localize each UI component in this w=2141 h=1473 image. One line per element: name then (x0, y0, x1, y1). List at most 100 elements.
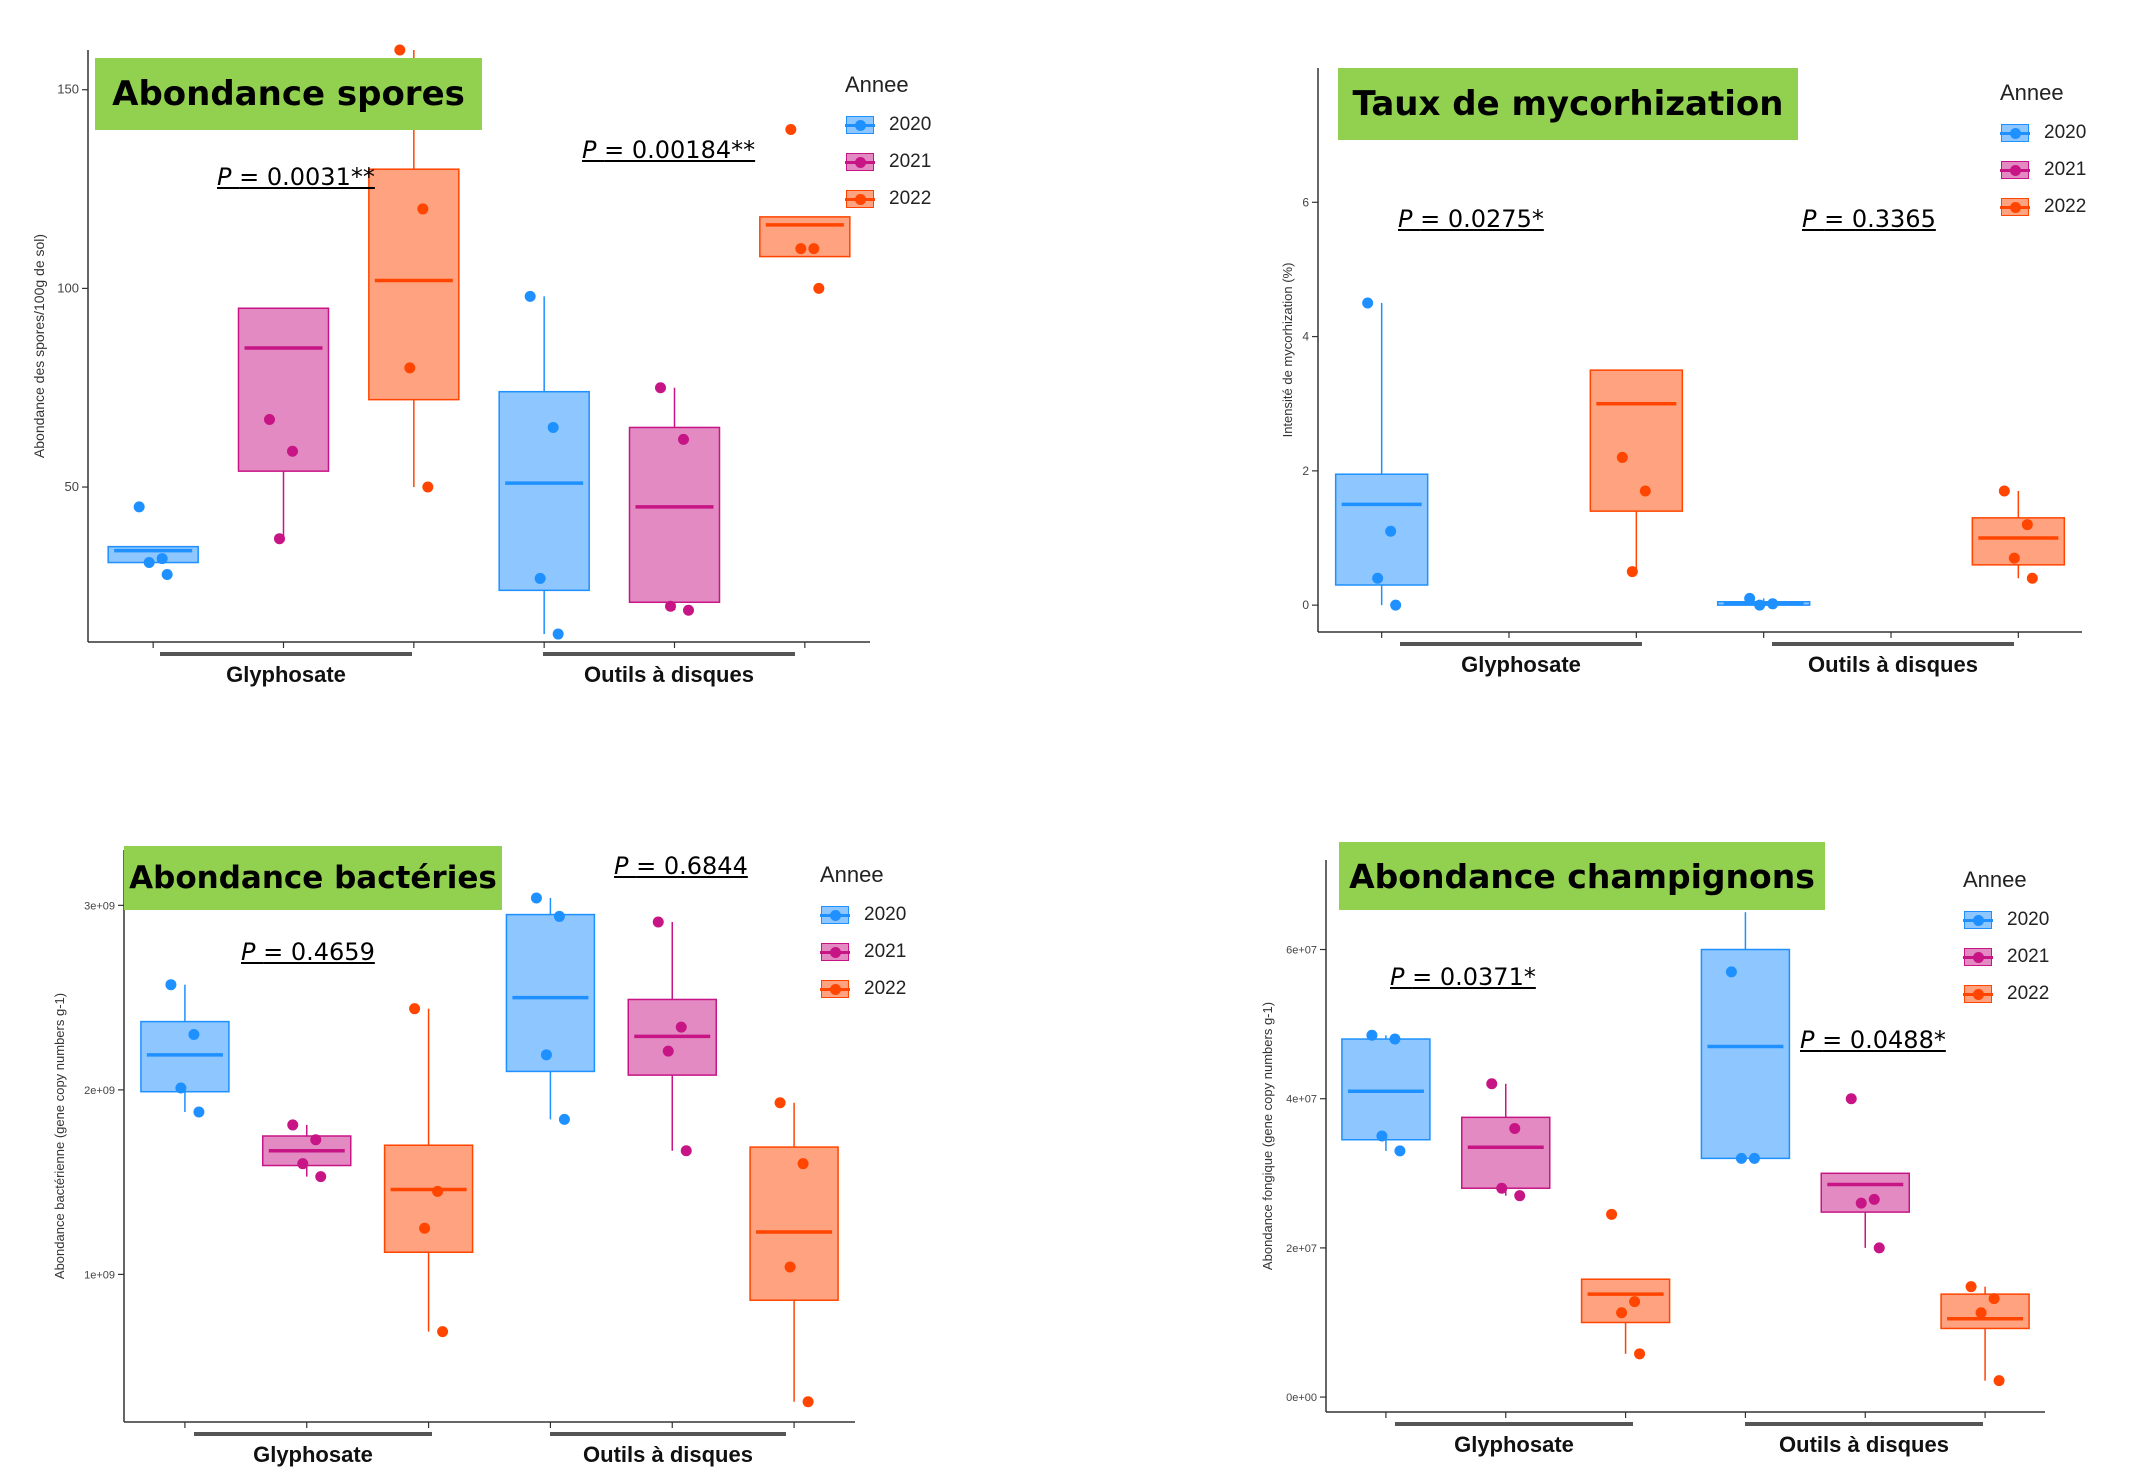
data-point (553, 910, 565, 922)
y-tick-label: 2e+09 (84, 1085, 115, 1097)
data-point (558, 1113, 570, 1125)
box-iqr (498, 390, 590, 592)
data-point (394, 44, 406, 56)
box-iqr (505, 913, 596, 1073)
data-point (552, 628, 564, 640)
y-tick-label: 2e+07 (1286, 1243, 1317, 1255)
data-point (802, 1396, 814, 1408)
box-2022-outils-disques (1940, 1281, 2030, 1387)
legend-swatch-2020 (820, 904, 850, 926)
data-point (534, 572, 546, 584)
data-point (1394, 1145, 1406, 1157)
data-point (1988, 1293, 2000, 1305)
data-point (797, 1158, 809, 1170)
data-point (547, 421, 559, 433)
data-point (2008, 552, 2020, 564)
p-value-glyphosate-bact: P = 0.4659 (241, 938, 375, 966)
data-point (1744, 592, 1756, 604)
box-iqr (383, 1144, 474, 1253)
legend-item-2020: 2020 (820, 896, 906, 933)
y-tick-label: 1e+09 (84, 1269, 115, 1281)
data-point (133, 501, 145, 513)
data-point (1735, 1152, 1747, 1164)
data-point (2021, 519, 2033, 531)
group-label: Outils à disques (1808, 652, 1978, 677)
data-point (1606, 1208, 1618, 1220)
data-point (315, 1171, 327, 1183)
box-iqr (749, 1146, 839, 1301)
box-iqr (1820, 1172, 1910, 1213)
data-point (1725, 966, 1737, 978)
data-point (287, 445, 298, 457)
legend-item-2022: 2022 (820, 970, 906, 1007)
p-value-glyphosate-champ: P = 0.0371* (1390, 963, 1536, 991)
data-point (1639, 485, 1651, 497)
box-iqr (628, 426, 721, 604)
box-2022-outils-disques (759, 123, 851, 294)
data-point (785, 123, 797, 135)
data-point (784, 1261, 796, 1273)
y-tick-label: 4 (1302, 330, 1309, 344)
p-value-disques-champ: P = 0.0488* (1800, 1026, 1946, 1054)
legend-swatch-2020 (1963, 909, 1993, 931)
p-value-disques-bact: P = 0.6844 (614, 852, 748, 880)
group-label: Outils à disques (584, 662, 754, 687)
data-point (264, 414, 275, 426)
data-point (175, 1082, 187, 1094)
box-iqr (1341, 1038, 1431, 1141)
box-2020-outils-disques (1700, 912, 1791, 1164)
data-point (1873, 1242, 1885, 1254)
data-point (683, 604, 694, 616)
data-point (1486, 1078, 1498, 1090)
box-iqr (1334, 473, 1429, 586)
chart-title-spores: Abondance spores (95, 58, 482, 130)
y-axis-label: Abondance des spores/100g de sol) (31, 234, 47, 458)
box-2022-outils-disques (1971, 485, 2066, 584)
p-value-disques-myco: P = 0.3365 (1802, 205, 1936, 233)
chart-abondance-champignons: 0e+00 2e+07 4e+07 6e+07 Abondance fongique (… (1260, 860, 2045, 1457)
data-point (1868, 1193, 1880, 1205)
data-point (530, 892, 542, 904)
y-tick-label: 150 (57, 82, 79, 97)
y-tick-label: 50 (65, 479, 79, 494)
data-point (1390, 599, 1402, 611)
data-point (1965, 1281, 1977, 1293)
box-2021-outils-disques (628, 382, 721, 616)
box-iqr (140, 1020, 230, 1093)
group-label: Glyphosate (1461, 652, 1581, 677)
group-label: Glyphosate (1454, 1432, 1574, 1457)
data-point (1634, 1348, 1646, 1360)
box-2021-glyphosate (1461, 1078, 1551, 1202)
box-2022-glyphosate (1589, 369, 1684, 578)
data-point (1975, 1307, 1987, 1319)
data-point (193, 1106, 205, 1118)
box-2020-outils-disques (505, 892, 596, 1125)
legend-item-2021: 2021 (845, 143, 931, 180)
box-2020-glyphosate (1341, 1029, 1431, 1157)
data-point (808, 243, 820, 255)
y-axis-label: Abondance bactérienne (gene copy numbers… (52, 993, 67, 1279)
chart-title-champignons: Abondance champignons (1339, 842, 1825, 910)
data-point (409, 1003, 421, 1015)
group-label: Glyphosate (253, 1442, 373, 1467)
legend-item-2022: 2022 (845, 180, 931, 217)
data-point (813, 282, 825, 294)
data-point (795, 243, 807, 255)
legend-swatch-2021 (1963, 946, 1993, 968)
legend-item-2021: 2021 (1963, 938, 2049, 975)
data-point (419, 1222, 431, 1234)
data-point (655, 382, 666, 394)
y-axis-label: Abondance fongique (gene copy numbers g-… (1260, 1002, 1275, 1270)
group-label: Outils à disques (583, 1442, 753, 1467)
data-point (422, 481, 434, 493)
legend-item-2021: 2021 (2000, 151, 2086, 188)
data-point (1616, 1307, 1628, 1319)
box-2020-glyphosate (107, 501, 199, 580)
data-point (1754, 599, 1766, 611)
data-point (1376, 1130, 1388, 1142)
data-point (1362, 297, 1374, 309)
data-point (1629, 1296, 1641, 1308)
p-value-disques-spores: P = 0.00184** (582, 136, 756, 164)
data-point (1855, 1197, 1867, 1209)
box-2021-glyphosate (237, 307, 330, 545)
